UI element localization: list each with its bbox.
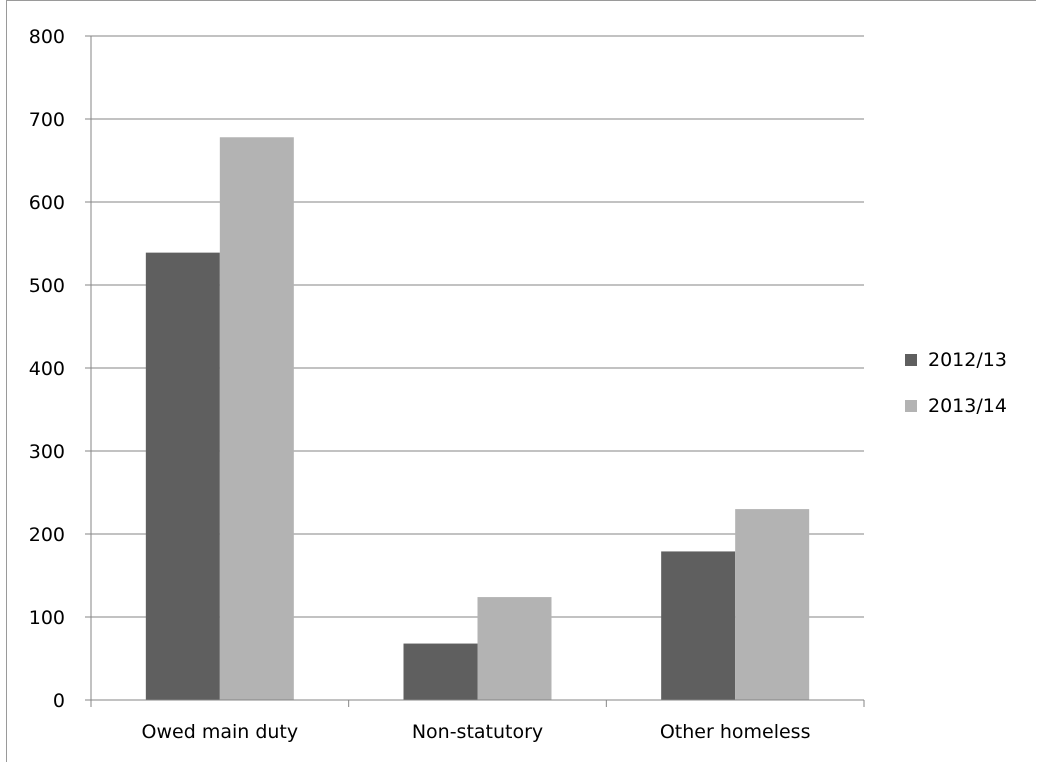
- bar-2012-13-1: [403, 643, 478, 700]
- legend-label: 2013/14: [928, 395, 1007, 417]
- legend-label: 2012/13: [928, 349, 1007, 371]
- x-tick-label: Owed main duty: [142, 721, 299, 743]
- legend-swatch: [905, 354, 917, 366]
- bar-2013-14-1: [477, 597, 552, 700]
- x-tick-label: Other homeless: [660, 721, 811, 743]
- bar-2013-14-0: [219, 137, 294, 700]
- bar-2013-14-2: [735, 509, 810, 700]
- bar-2012-13-0: [145, 252, 220, 700]
- y-tick-label: 600: [29, 192, 65, 214]
- y-tick-label: 100: [29, 607, 65, 629]
- y-tick-label: 500: [29, 275, 65, 297]
- y-tick-label: 0: [53, 690, 65, 712]
- axes: [90, 36, 865, 707]
- x-axis-labels: Owed main duty Non-statutory Other homeles…: [142, 721, 811, 743]
- bar-2012-13-2: [661, 551, 736, 700]
- chart-frame: [6, 0, 1036, 762]
- y-tick-label: 700: [29, 109, 65, 131]
- y-tick-label: 800: [29, 26, 65, 48]
- x-tick-label: Non-statutory: [412, 721, 543, 743]
- y-tick-label: 200: [29, 524, 65, 546]
- bars: [145, 137, 810, 700]
- y-axis-ticks: 0 100 200 300 400 500 600 700 800: [29, 26, 91, 712]
- y-tick-label: 300: [29, 441, 65, 463]
- legend: 2012/13 2013/14: [905, 349, 1007, 417]
- legend-swatch: [905, 400, 917, 412]
- y-tick-label: 400: [29, 358, 65, 380]
